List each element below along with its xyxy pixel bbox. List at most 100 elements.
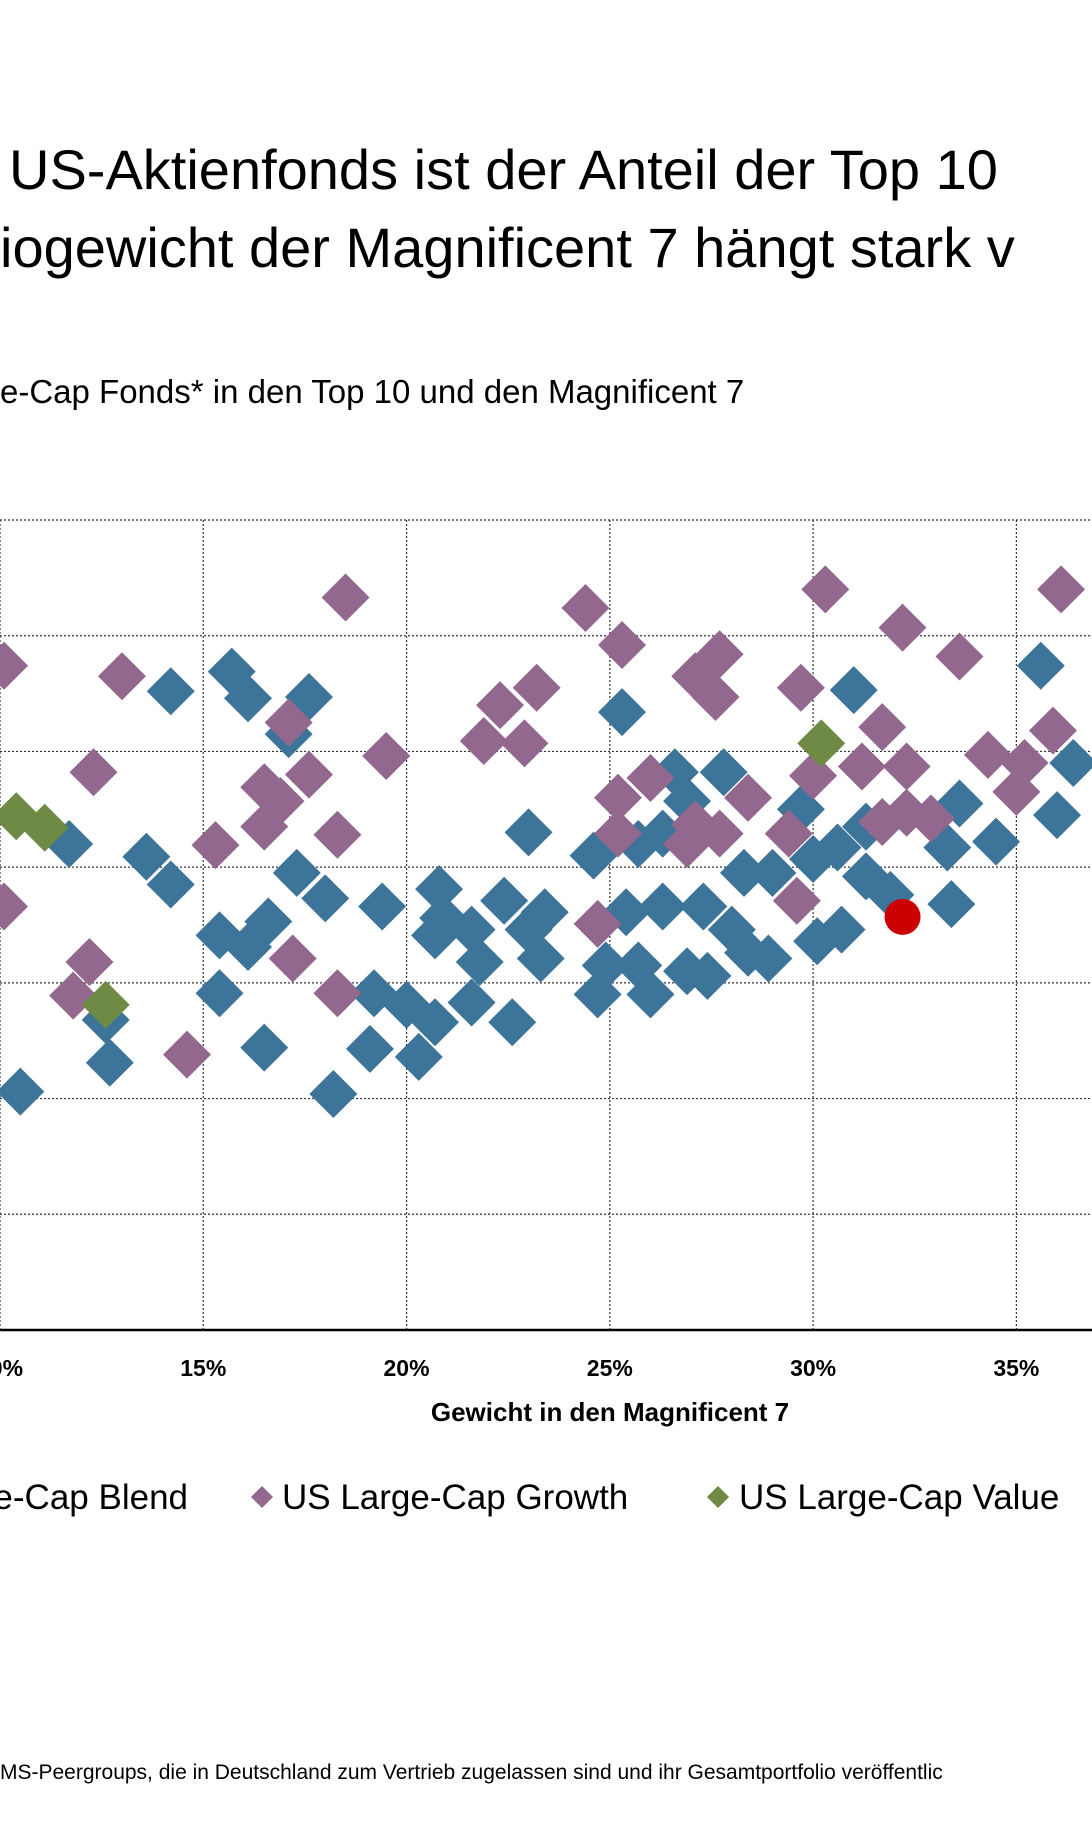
- chart-title: iogewicht der Magnificent 7 hängt stark …: [0, 216, 1015, 279]
- data-point: [223, 922, 272, 971]
- data-point: [0, 882, 29, 931]
- data-point: [626, 970, 675, 1019]
- data-point: [313, 810, 362, 859]
- data-point: [561, 583, 610, 632]
- data-point: [797, 719, 846, 768]
- data-point: [85, 1038, 134, 1087]
- data-point: [69, 748, 118, 797]
- data-point: [447, 905, 496, 954]
- data-point: [1028, 706, 1077, 755]
- data-point: [411, 998, 460, 1047]
- data-point: [480, 876, 529, 925]
- data-point: [321, 573, 370, 622]
- data-point: [195, 969, 244, 1018]
- data-point: [1037, 565, 1086, 614]
- data-point: [598, 620, 647, 669]
- data-point: [719, 848, 768, 897]
- data-point: [927, 880, 976, 929]
- chart-title: US-Aktienfonds ist der Anteil der Top 10: [9, 138, 998, 201]
- footnote: MS-Peergroups, die in Deutschland zum Ve…: [0, 1761, 943, 1784]
- data-point: [191, 821, 240, 870]
- legend-marker: [707, 1486, 729, 1508]
- data-point: [512, 663, 561, 712]
- highlight-point: [884, 898, 921, 935]
- data-point: [837, 742, 886, 791]
- data-point: [459, 717, 508, 766]
- data-point: [268, 934, 317, 983]
- data-point: [573, 899, 622, 948]
- x-tick-label: 35%: [993, 1355, 1039, 1381]
- data-point: [240, 1023, 289, 1072]
- data-point: [626, 754, 675, 803]
- data-point: [284, 750, 333, 799]
- x-tick-label: 30%: [790, 1355, 836, 1381]
- data-point: [146, 667, 195, 716]
- data-point: [858, 703, 907, 752]
- data-point: [345, 1024, 394, 1073]
- data-point: [264, 698, 313, 747]
- data-point: [0, 1067, 45, 1116]
- data-point: [744, 934, 793, 983]
- data-point: [679, 882, 728, 931]
- data-point: [972, 817, 1021, 866]
- data-point: [573, 970, 622, 1019]
- data-point: [146, 860, 195, 909]
- data-point: [447, 978, 496, 1027]
- data-point: [500, 719, 549, 768]
- data-point: [801, 565, 850, 614]
- data-point: [829, 666, 878, 715]
- data-point: [776, 663, 825, 712]
- data-point: [1000, 739, 1049, 787]
- data-point: [593, 809, 642, 858]
- data-point: [362, 732, 411, 781]
- legend-marker: [251, 1486, 273, 1508]
- data-point: [882, 742, 931, 791]
- data-point: [309, 1069, 358, 1118]
- data-point: [683, 951, 732, 1000]
- data-point: [504, 808, 553, 857]
- data-point: [907, 794, 956, 843]
- data-point: [411, 911, 460, 960]
- data-point: [764, 809, 813, 858]
- x-tick-label: 25%: [587, 1355, 633, 1381]
- data-point: [963, 730, 1012, 779]
- data-point: [724, 773, 773, 822]
- data-point: [163, 1030, 212, 1079]
- data-point: [455, 938, 504, 987]
- data-point: [476, 681, 525, 730]
- data-point: [748, 848, 797, 897]
- x-tick-label: 20%: [384, 1355, 430, 1381]
- data-point: [992, 767, 1041, 816]
- data-point: [65, 938, 114, 987]
- data-point: [97, 652, 146, 701]
- data-point: [789, 751, 838, 800]
- data-point: [223, 674, 272, 723]
- data-point: [699, 748, 748, 797]
- data-point: [301, 874, 350, 923]
- legend-label: US Large-Cap Value: [739, 1478, 1059, 1517]
- data-point: [935, 632, 984, 681]
- x-tick-label: 10%: [0, 1355, 23, 1381]
- data-point: [598, 688, 647, 737]
- data-point: [382, 980, 431, 1029]
- data-point: [122, 832, 171, 881]
- data-point: [0, 792, 41, 841]
- data-point: [1016, 641, 1065, 690]
- data-point: [638, 882, 687, 931]
- data-point: [415, 865, 464, 914]
- legend-label: US Large-Cap Blend: [0, 1478, 188, 1517]
- data-point: [358, 882, 407, 931]
- data-point: [313, 969, 362, 1018]
- data-point: [878, 603, 927, 652]
- chart-subtitle: e-Cap Fonds* in den Top 10 und den Magni…: [0, 373, 744, 410]
- data-point: [691, 673, 740, 722]
- data-point: [0, 641, 29, 690]
- legend-label: US Large-Cap Growth: [282, 1478, 628, 1517]
- data-point: [81, 980, 130, 1029]
- data-point: [1049, 739, 1092, 787]
- data-point: [1033, 791, 1082, 840]
- x-axis-label: Gewicht in den Magnificent 7: [431, 1397, 789, 1427]
- data-point: [20, 803, 69, 852]
- data-point: [817, 905, 866, 954]
